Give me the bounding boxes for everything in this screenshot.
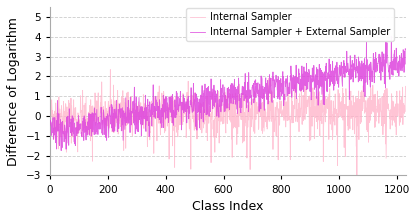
Legend: Internal Sampler, Internal Sampler + External Sampler: Internal Sampler, Internal Sampler + Ext… (186, 8, 394, 41)
Y-axis label: Difference of Logarithm: Difference of Logarithm (7, 17, 20, 166)
Internal Sampler + External Sampler (323, 71, 328, 74)
Internal Sampler + External Sampler (302, 78, 307, 81)
X-axis label: Class Index: Class Index (192, 200, 263, 213)
Internal Sampler (120, 102, 125, 104)
Internal Sampler (47, 107, 52, 110)
Internal Sampler + External Sampler (59, 149, 64, 152)
Internal Sampler + External Sampler (403, 48, 408, 50)
Internal Sampler + External Sampler (206, 85, 211, 88)
Internal Sampler (376, 99, 381, 102)
Internal Sampler + External Sampler (47, 125, 52, 127)
Internal Sampler + External Sampler (120, 106, 125, 109)
Internal Sampler (302, 96, 307, 99)
Internal Sampler (402, 112, 407, 115)
Line: Internal Sampler + External Sampler: Internal Sampler + External Sampler (50, 36, 405, 150)
Internal Sampler (403, 85, 408, 88)
Internal Sampler + External Sampler (376, 60, 381, 63)
Internal Sampler (108, 68, 113, 71)
Internal Sampler (323, 112, 328, 115)
Line: Internal Sampler: Internal Sampler (50, 70, 405, 177)
Internal Sampler (354, 176, 360, 178)
Internal Sampler (206, 109, 211, 111)
Internal Sampler + External Sampler (389, 35, 394, 38)
Internal Sampler + External Sampler (402, 57, 407, 60)
